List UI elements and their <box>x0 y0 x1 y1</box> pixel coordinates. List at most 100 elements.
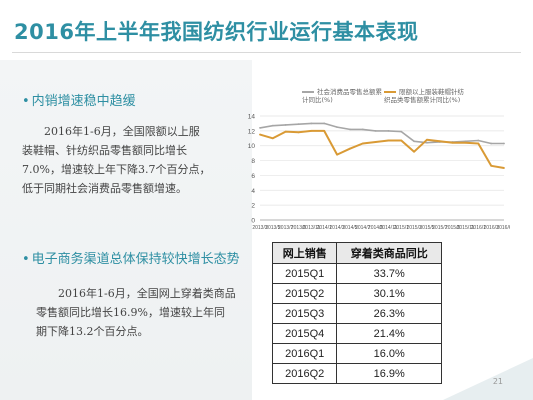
x-tick-label: 2014/5 <box>342 225 358 231</box>
left-panel-background <box>0 60 252 400</box>
series-line-apparel <box>259 129 505 169</box>
table-row: 2015Q2 30.1% <box>271 283 442 304</box>
legend-swatch-gray <box>302 91 314 93</box>
x-tick-label: 2013/9 <box>291 225 307 231</box>
table-row: 2016Q1 16.0% <box>271 343 442 364</box>
data-point <box>336 153 338 156</box>
x-tick-label: 2015/3 <box>406 225 422 231</box>
y-tick-label: 2 <box>251 203 255 210</box>
section2-paragraph: 2016年1-6月，全国网上穿着类商品 零售额同比增长16.9%，增速较上年同 … <box>36 284 252 341</box>
data-point <box>374 129 377 132</box>
x-tick-label: 2016/6 <box>496 225 510 231</box>
bullet-icon: • <box>22 252 30 267</box>
data-point <box>426 138 428 141</box>
title-divider <box>12 52 521 53</box>
table-row: 2015Q1 33.7% <box>271 263 442 284</box>
section1-heading-text: 内销增速稳中趋缓 <box>31 94 136 109</box>
table-cell: 2015Q2 <box>271 283 338 304</box>
x-tick-label: 2015/7 <box>432 225 448 231</box>
online-sales-table: 网上销售 穿着类商品同比 2015Q1 33.7% 2015Q2 30.1% 201… <box>271 242 442 384</box>
x-tick-label: 2015/5 <box>419 225 435 231</box>
x-tick-label: 2016/3 <box>484 225 500 231</box>
x-tick-label: 2015/11 <box>457 225 475 231</box>
table-cell: 16.0% <box>336 343 442 364</box>
data-point <box>451 141 454 144</box>
page-number: 21 <box>492 377 503 386</box>
table-header: 网上销售 <box>271 242 338 264</box>
section2-heading: • 电子商务渠道总体保持较快增长态势 <box>22 248 240 267</box>
section1-line: 低于同期社会消费品零售额增速。 <box>22 182 187 195</box>
table-row: 2016Q2 16.9% <box>271 363 442 384</box>
x-tick-label: 2014/3 <box>329 225 345 231</box>
x-tick-label: 2015/9 <box>445 225 461 231</box>
legend-label: 限额以上服装鞋帽针纺织品类零售额累计同比(%) <box>384 88 464 104</box>
table-cell: 16.9% <box>336 363 442 384</box>
y-tick-label: 0 <box>251 218 255 225</box>
data-point <box>490 142 493 145</box>
data-point <box>464 141 467 144</box>
data-point <box>310 122 313 125</box>
x-tick-label: 2015/1 <box>394 225 410 231</box>
x-tick-label: 2016/1 <box>471 225 487 231</box>
section2-line: 期下降13.2个百分点。 <box>36 325 149 338</box>
data-point <box>259 126 261 129</box>
y-tick-label: 12 <box>248 128 256 135</box>
data-point <box>413 150 416 153</box>
data-point <box>271 137 274 140</box>
x-tick-label: 2013/11 <box>303 225 321 231</box>
x-tick-label: 2014/9 <box>368 225 384 231</box>
data-point <box>361 142 364 145</box>
data-point <box>426 141 428 144</box>
table-cell: 2015Q4 <box>271 323 338 344</box>
y-tick-label: 8 <box>251 158 255 165</box>
section2-heading-text: 电子商务渠道总体保持较快增长态势 <box>31 252 240 267</box>
data-point <box>271 124 274 127</box>
data-point <box>297 123 300 126</box>
data-point <box>310 129 313 132</box>
y-tick-label: 14 <box>248 114 256 121</box>
table-cell: 2016Q1 <box>271 343 338 364</box>
table-cell: 30.1% <box>336 283 442 304</box>
data-point <box>348 147 351 150</box>
data-point <box>336 126 338 129</box>
table-cell: 33.7% <box>336 263 442 284</box>
table-header: 穿着类商品同比 <box>336 242 442 264</box>
table-row: 2015Q4 21.4% <box>271 323 442 344</box>
x-tick-label: 2013/7 <box>278 225 294 231</box>
section2-line: 零售额同比增长16.9%，增速较上年同 <box>36 306 225 319</box>
data-point <box>477 142 480 145</box>
x-tick-label: 2014/1 <box>317 225 333 231</box>
x-tick-label: 2014/11 <box>380 225 398 231</box>
x-tick-label: 2013/3 <box>252 225 268 231</box>
section2-line: 2016年1-6月，全国网上穿着类商品 <box>58 287 236 300</box>
data-point <box>323 129 326 132</box>
table-cell: 2015Q1 <box>271 263 338 284</box>
data-point <box>387 129 390 132</box>
data-point <box>503 167 505 169</box>
data-point <box>284 130 287 133</box>
table-row: 2015Q3 26.3% <box>271 303 442 324</box>
legend-label: 社会消费品零售总额累计同比(%) <box>302 88 382 104</box>
table-cell: 2015Q3 <box>271 303 338 324</box>
data-point <box>438 140 441 143</box>
data-point <box>348 128 351 131</box>
section1-line: 2016年1-6月，全国限额以上服 <box>44 125 200 138</box>
legend-item-retail: 社会消费品零售总额累计同比(%) <box>302 88 382 104</box>
y-tick-label: 10 <box>248 143 256 150</box>
legend-item-apparel: 限额以上服装鞋帽针纺织品类零售额累计同比(%) <box>384 88 466 104</box>
data-point <box>490 164 493 167</box>
table-header-row: 网上销售 穿着类商品同比 <box>271 242 442 264</box>
section1-paragraph: 2016年1-6月，全国限额以上服 装鞋帽、针纺织品零售额同比增长 7.0%，增… <box>22 122 250 198</box>
corner-decoration <box>443 358 533 400</box>
table-cell: 2016Q2 <box>271 363 338 384</box>
data-point <box>387 139 390 142</box>
data-point <box>297 131 300 134</box>
y-tick-label: 6 <box>251 173 255 180</box>
data-point <box>259 133 261 136</box>
data-point <box>413 140 416 143</box>
section1-line: 7.0%，增速较上年下降3.7个百分点， <box>22 163 211 176</box>
x-tick-label: 2014/7 <box>355 225 371 231</box>
section1-heading: • 内销增速稳中趋缓 <box>22 90 136 109</box>
legend-swatch-orange <box>384 91 396 93</box>
data-point <box>477 139 480 142</box>
